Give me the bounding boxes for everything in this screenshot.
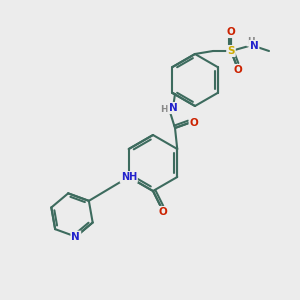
- Text: N: N: [169, 103, 177, 113]
- Text: N: N: [71, 232, 80, 242]
- Text: O: O: [190, 118, 198, 128]
- Text: S: S: [227, 46, 235, 56]
- Text: NH: NH: [121, 172, 137, 182]
- Text: O: O: [234, 65, 242, 75]
- Text: O: O: [226, 27, 236, 37]
- Text: N: N: [250, 41, 258, 51]
- Text: H: H: [247, 37, 255, 46]
- Text: H: H: [160, 104, 168, 113]
- Text: O: O: [159, 207, 167, 217]
